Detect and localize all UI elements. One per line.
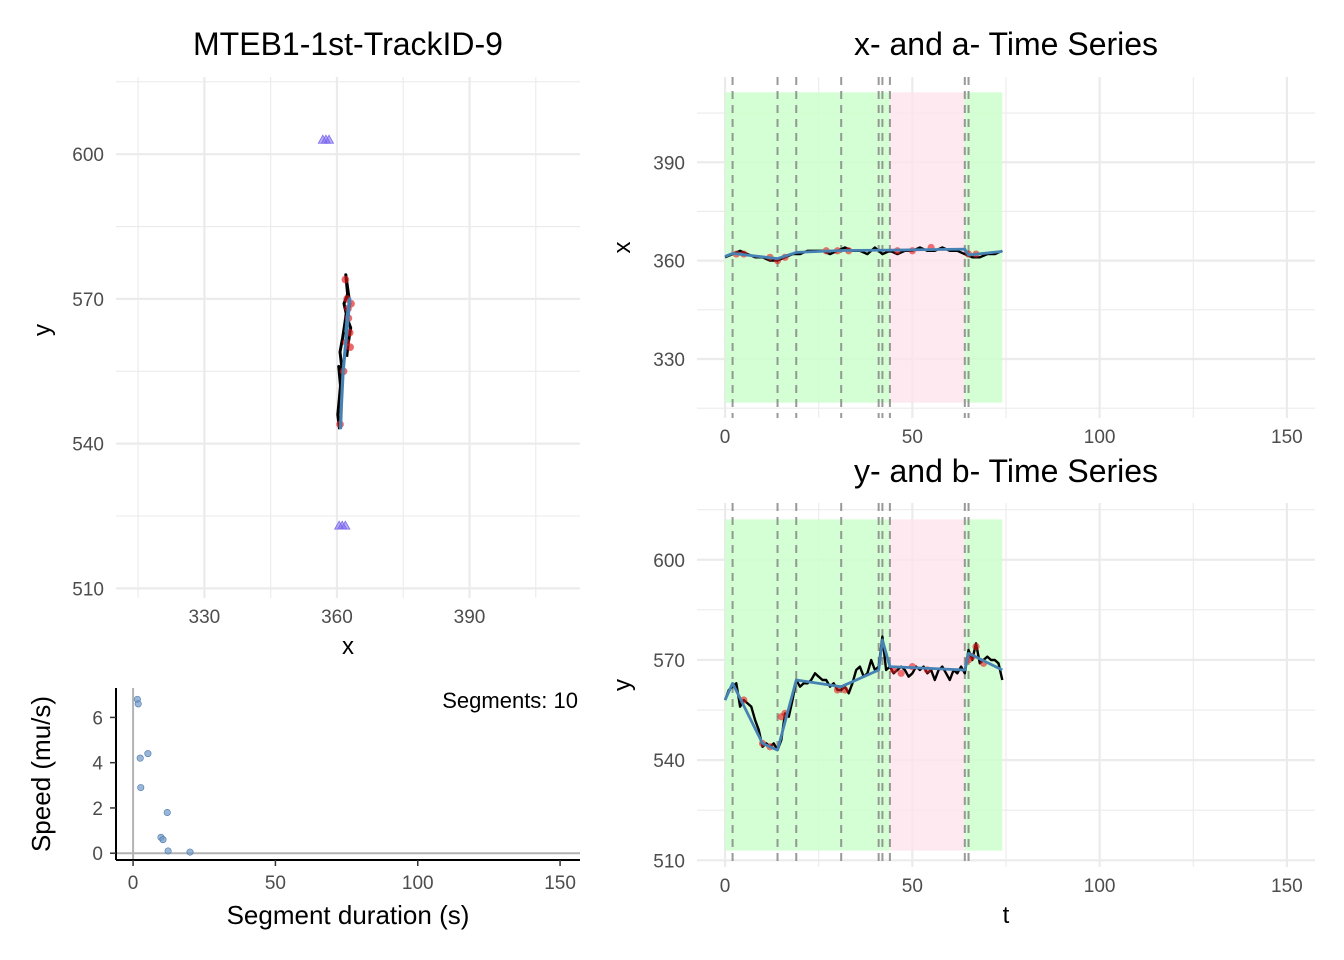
segment-band-green <box>725 519 890 851</box>
endpoint-triangle-marker <box>340 520 351 530</box>
segment-band-green <box>964 519 1003 851</box>
segment-band-green <box>964 92 1003 403</box>
y-tick-label: 600 <box>653 551 685 572</box>
chart-title: y- and b- Time Series <box>854 453 1158 489</box>
change-point-marker <box>341 275 350 284</box>
x-tick-label: 50 <box>902 427 923 448</box>
y-tick-label: 570 <box>653 651 685 672</box>
segment-band-green <box>725 92 890 403</box>
segment-point <box>164 847 172 855</box>
y-tick-label: 540 <box>653 751 685 772</box>
x-tick-label: 100 <box>1084 427 1116 448</box>
x-tick-label: 100 <box>402 873 434 894</box>
x-axis-label: Segment duration (s) <box>227 900 470 930</box>
x-tick-label: 150 <box>1271 876 1303 897</box>
y-tick-label: 6 <box>92 708 103 729</box>
y-axis-label: x <box>609 242 636 254</box>
segment-point <box>163 808 171 816</box>
speed-duration-panel: 0 50 100 150 0 2 4 6 Segments: 10 Segment duratio… <box>26 688 580 930</box>
segment-point <box>186 848 194 856</box>
x-tick-label: 150 <box>1271 427 1303 448</box>
fitted-series-line <box>723 638 1003 752</box>
y-tick-label: 360 <box>653 252 685 273</box>
segment-band-pink <box>889 92 965 403</box>
y-axis-label: y <box>29 324 56 336</box>
change-point-marker <box>841 686 849 694</box>
y-tick-label: 0 <box>92 844 103 865</box>
x-tick-label: 50 <box>265 873 286 894</box>
y-axis-label: Speed (mu/s) <box>26 696 56 852</box>
segment-point <box>137 784 145 792</box>
change-point-marker <box>833 686 842 694</box>
y-tick-label: 510 <box>653 851 685 872</box>
x-tick-label: 390 <box>454 607 486 628</box>
y-tick-label: 330 <box>653 350 685 371</box>
segment-point <box>134 700 142 708</box>
segment-point <box>159 836 167 844</box>
x-tick-label: 0 <box>720 876 731 897</box>
change-point-marker <box>897 669 905 677</box>
fitted-series-line <box>724 247 1003 260</box>
x-axis-label: t <box>1003 902 1010 929</box>
x-time-series-panel: 0 50 100 150 330 360 390 x- and a- Time Series x <box>609 26 1315 448</box>
y-tick-label: 600 <box>72 145 104 166</box>
y-tick-label: 510 <box>72 579 104 600</box>
x-axis-label: x <box>342 633 354 660</box>
x-tick-label: 0 <box>128 873 139 894</box>
x-tick-label: 360 <box>321 607 353 628</box>
x-tick-label: 0 <box>720 427 731 448</box>
y-tick-label: 4 <box>92 754 103 775</box>
fitted-track-line <box>338 297 352 430</box>
x-tick-label: 330 <box>189 607 221 628</box>
x-tick-label: 100 <box>1084 876 1116 897</box>
change-point-marker <box>972 642 980 651</box>
endpoint-triangle-marker <box>323 134 335 144</box>
y-tick-label: 390 <box>653 153 685 174</box>
y-axis-label: y <box>609 679 636 691</box>
y-time-series-panel: 0 50 100 150 510 540 570 600 y- and b- Time Seri… <box>609 453 1315 929</box>
chart-title: MTEB1-1st-TrackID-9 <box>193 26 503 62</box>
xy-track-panel: 330 360 390 510 540 570 600 MTEB1-1st-TrackID-9… <box>29 26 580 660</box>
x-tick-label: 50 <box>902 876 923 897</box>
segment-point <box>136 754 144 762</box>
segments-count-annotation: Segments: 10 <box>442 688 578 713</box>
chart-title: x- and a- Time Series <box>854 26 1158 62</box>
y-tick-label: 2 <box>92 799 103 820</box>
change-point-marker <box>346 343 355 351</box>
x-tick-label: 150 <box>544 873 576 894</box>
y-tick-label: 540 <box>72 435 104 456</box>
y-tick-label: 570 <box>72 290 104 311</box>
segment-band-pink <box>889 519 965 851</box>
segment-point <box>144 750 152 758</box>
